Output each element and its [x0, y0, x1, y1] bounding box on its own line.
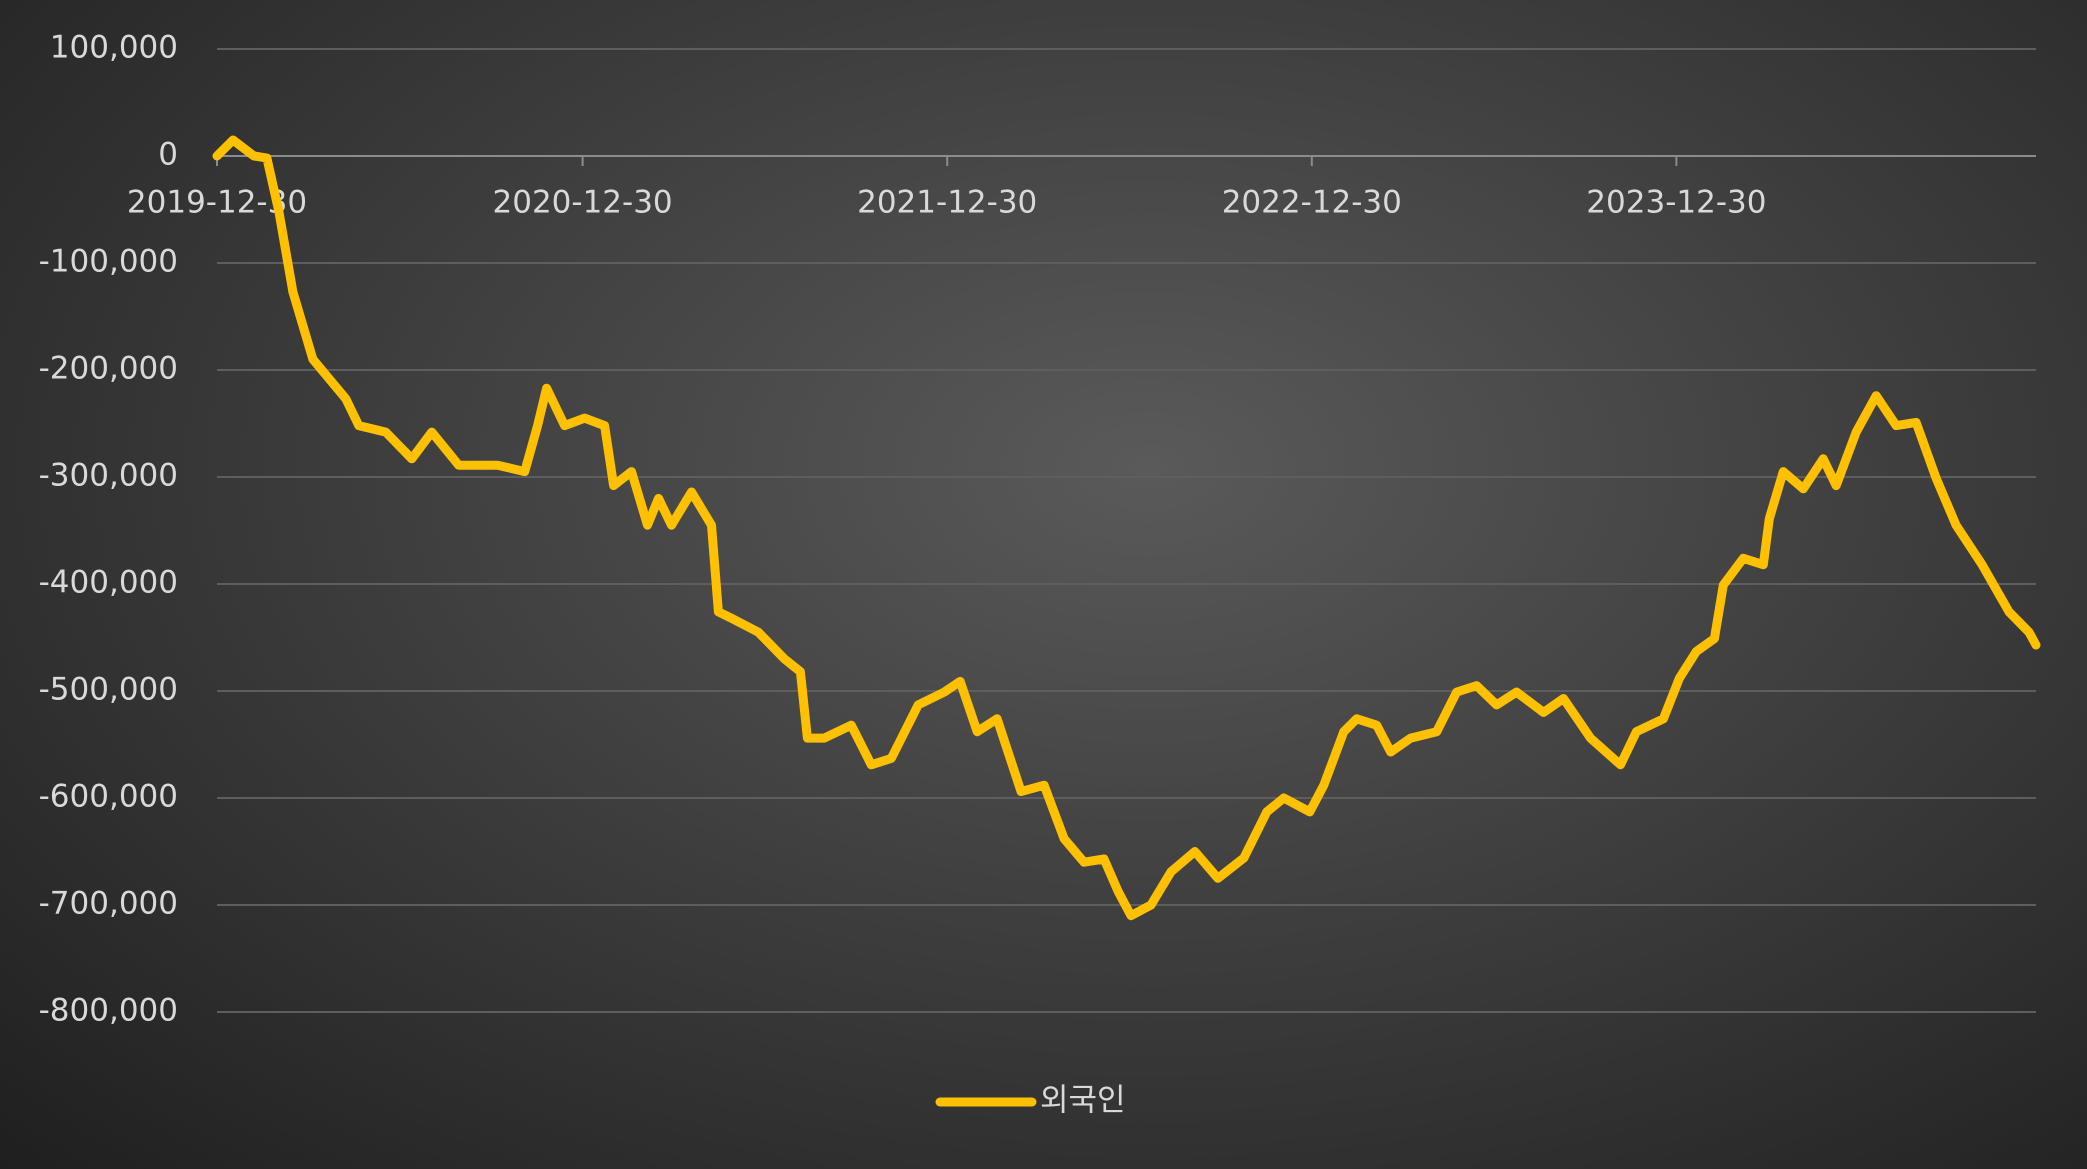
x-tick-label: 2023-12-30	[1586, 185, 1766, 221]
x-tick-label: 2020-12-30	[493, 185, 673, 221]
y-tick-label: -800,000	[39, 993, 178, 1029]
x-tick-label: 2022-12-30	[1222, 185, 1402, 221]
y-tick-label: -300,000	[39, 458, 178, 494]
legend-label: 외국인	[1040, 1083, 1126, 1119]
y-tick-label: -400,000	[39, 565, 178, 601]
y-tick-label: -200,000	[39, 351, 178, 387]
y-tick-label: -700,000	[39, 886, 178, 922]
y-tick-label: 100,000	[50, 30, 178, 66]
data-line	[212, 135, 2041, 921]
y-tick-label: -100,000	[39, 244, 178, 280]
y-tick-label: -500,000	[39, 672, 178, 708]
y-tick-label: 0	[158, 137, 178, 173]
x-tick-label: 2021-12-30	[857, 185, 1037, 221]
y-tick-label: -600,000	[39, 779, 178, 815]
